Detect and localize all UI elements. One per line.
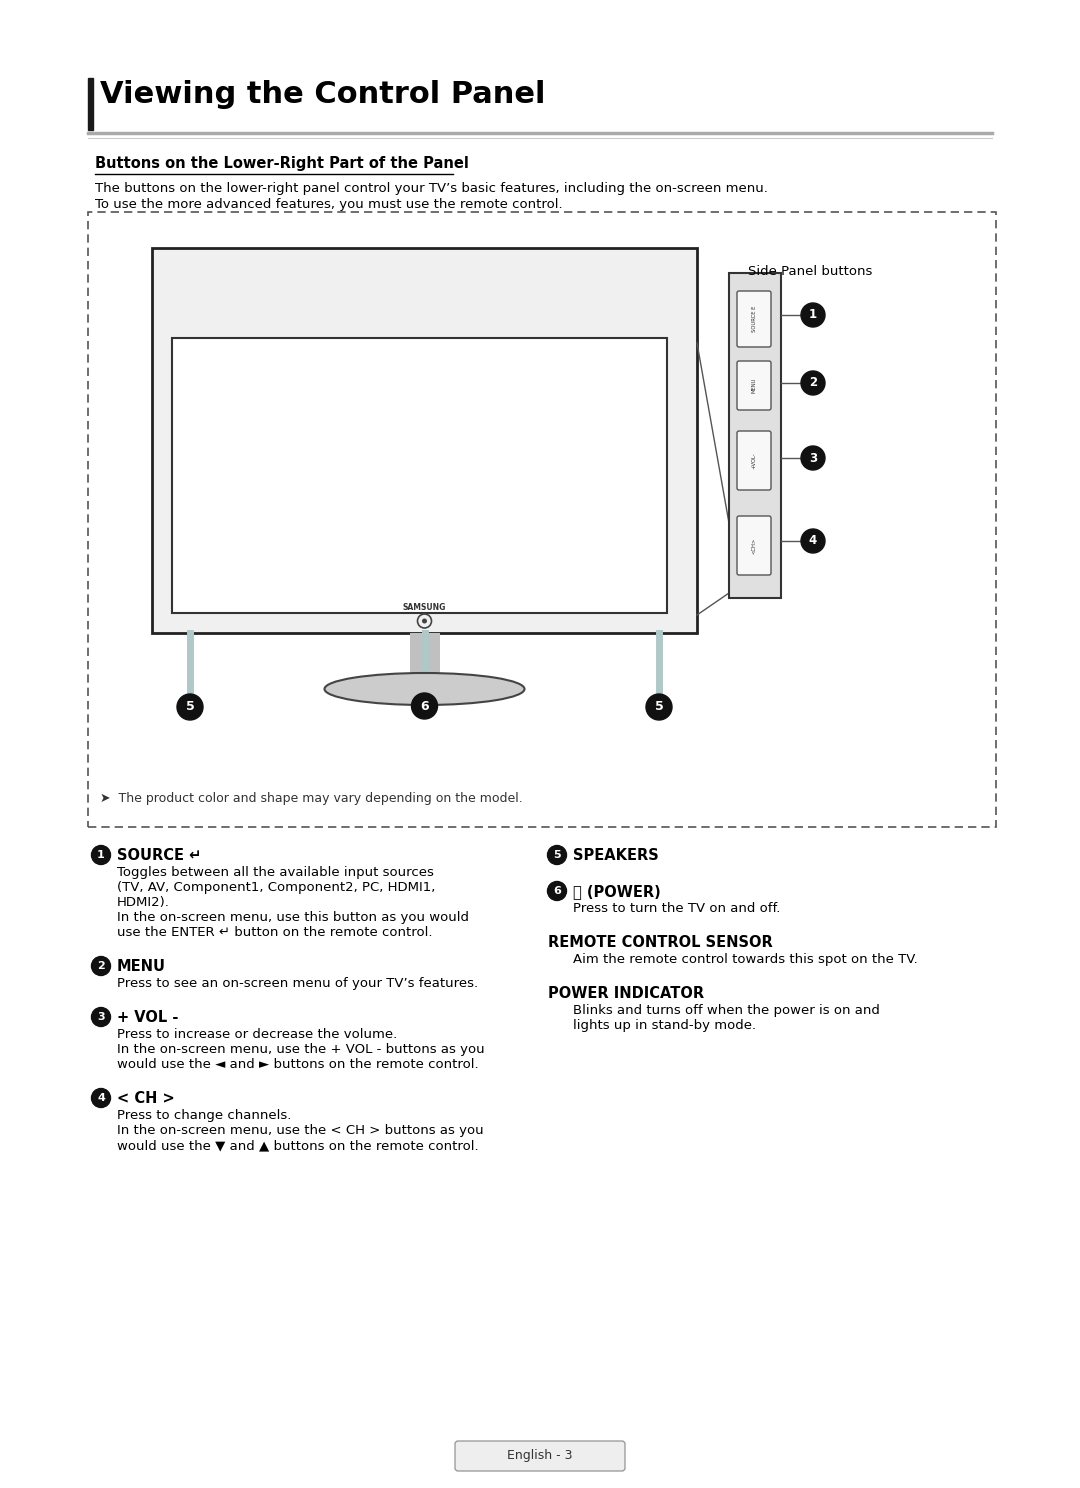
Text: Press to increase or decrease the volume.: Press to increase or decrease the volume… (117, 1028, 397, 1042)
Circle shape (646, 693, 672, 720)
Text: 1: 1 (809, 308, 818, 321)
Text: ⏻ (POWER): ⏻ (POWER) (573, 884, 661, 899)
Text: SPEAKERS: SPEAKERS (573, 848, 659, 863)
Text: Side Panel buttons: Side Panel buttons (747, 265, 873, 278)
Text: Aim the remote control towards this spot on the TV.: Aim the remote control towards this spot… (573, 952, 918, 966)
Text: To use the more advanced features, you must use the remote control.: To use the more advanced features, you m… (95, 198, 563, 211)
Text: 4: 4 (809, 534, 818, 548)
Text: Press to turn the TV on and off.: Press to turn the TV on and off. (573, 902, 781, 915)
Text: Press to see an on-screen menu of your TV’s features.: Press to see an on-screen menu of your T… (117, 978, 478, 990)
Text: 6: 6 (420, 699, 429, 713)
Circle shape (92, 1089, 110, 1107)
FancyBboxPatch shape (737, 516, 771, 574)
Text: < CH >: < CH > (117, 1091, 175, 1106)
Text: (TV, AV, Component1, Component2, PC, HDMI1,: (TV, AV, Component1, Component2, PC, HDM… (117, 881, 435, 894)
Text: Blinks and turns off when the power is on and: Blinks and turns off when the power is o… (573, 1004, 880, 1016)
Text: MENU: MENU (117, 958, 166, 975)
Text: 5: 5 (654, 701, 663, 714)
Text: SAMSUNG: SAMSUNG (403, 604, 446, 613)
Bar (172, 338, 667, 613)
Text: English - 3: English - 3 (508, 1449, 572, 1463)
Text: use the ENTER ↵ button on the remote control.: use the ENTER ↵ button on the remote con… (117, 926, 432, 939)
Circle shape (548, 881, 567, 900)
Circle shape (801, 446, 825, 470)
Bar (409, 632, 440, 673)
Bar (152, 248, 697, 632)
Bar (729, 272, 781, 598)
Text: 6: 6 (553, 885, 561, 896)
Circle shape (92, 845, 110, 865)
Text: POWER INDICATOR: POWER INDICATOR (548, 987, 704, 1001)
Text: 5: 5 (186, 701, 194, 714)
Text: 5: 5 (553, 850, 561, 860)
Text: REMOTE CONTROL SENSOR: REMOTE CONTROL SENSOR (548, 934, 773, 949)
Text: In the on-screen menu, use this button as you would: In the on-screen menu, use this button a… (117, 911, 469, 924)
Circle shape (411, 693, 437, 719)
Circle shape (548, 845, 567, 865)
Text: 2: 2 (809, 376, 818, 390)
Text: + VOL -: + VOL - (117, 1010, 178, 1025)
Text: lights up in stand-by mode.: lights up in stand-by mode. (573, 1019, 756, 1033)
Circle shape (801, 304, 825, 327)
Text: In the on-screen menu, use the + VOL - buttons as you: In the on-screen menu, use the + VOL - b… (117, 1043, 485, 1056)
FancyBboxPatch shape (455, 1440, 625, 1472)
Circle shape (801, 371, 825, 394)
Text: 3: 3 (809, 451, 818, 464)
Text: 4: 4 (97, 1094, 105, 1103)
Text: Viewing the Control Panel: Viewing the Control Panel (100, 80, 545, 109)
Text: ➤  The product color and shape may vary depending on the model.: ➤ The product color and shape may vary d… (100, 792, 523, 805)
Ellipse shape (324, 673, 525, 705)
Circle shape (92, 957, 110, 976)
FancyBboxPatch shape (737, 432, 771, 490)
Text: HDMI2).: HDMI2). (117, 896, 170, 909)
Circle shape (422, 619, 427, 623)
Text: would use the ◄ and ► buttons on the remote control.: would use the ◄ and ► buttons on the rem… (117, 1058, 478, 1071)
Text: 3: 3 (97, 1012, 105, 1022)
Circle shape (92, 1007, 110, 1027)
Text: MENU: MENU (752, 378, 756, 393)
Text: would use the ▼ and ▲ buttons on the remote control.: would use the ▼ and ▲ buttons on the rem… (117, 1138, 478, 1152)
Bar (87, 77, 93, 129)
Text: 1: 1 (97, 850, 105, 860)
Circle shape (177, 693, 203, 720)
Text: Buttons on the Lower-Right Part of the Panel: Buttons on the Lower-Right Part of the P… (95, 156, 469, 171)
Text: Press to change channels.: Press to change channels. (117, 1109, 292, 1122)
FancyBboxPatch shape (737, 362, 771, 411)
Text: +VOL-: +VOL- (752, 452, 756, 469)
Text: The buttons on the lower-right panel control your TV’s basic features, including: The buttons on the lower-right panel con… (95, 182, 768, 195)
Text: Toggles between all the available input sources: Toggles between all the available input … (117, 866, 434, 879)
Text: SOURCE ↵: SOURCE ↵ (117, 848, 201, 863)
Text: In the on-screen menu, use the < CH > buttons as you: In the on-screen menu, use the < CH > bu… (117, 1123, 484, 1137)
Text: SOURCE E: SOURCE E (752, 307, 756, 332)
Text: <CH>: <CH> (752, 537, 756, 554)
Text: 2: 2 (97, 961, 105, 972)
Circle shape (801, 530, 825, 554)
FancyBboxPatch shape (737, 292, 771, 347)
